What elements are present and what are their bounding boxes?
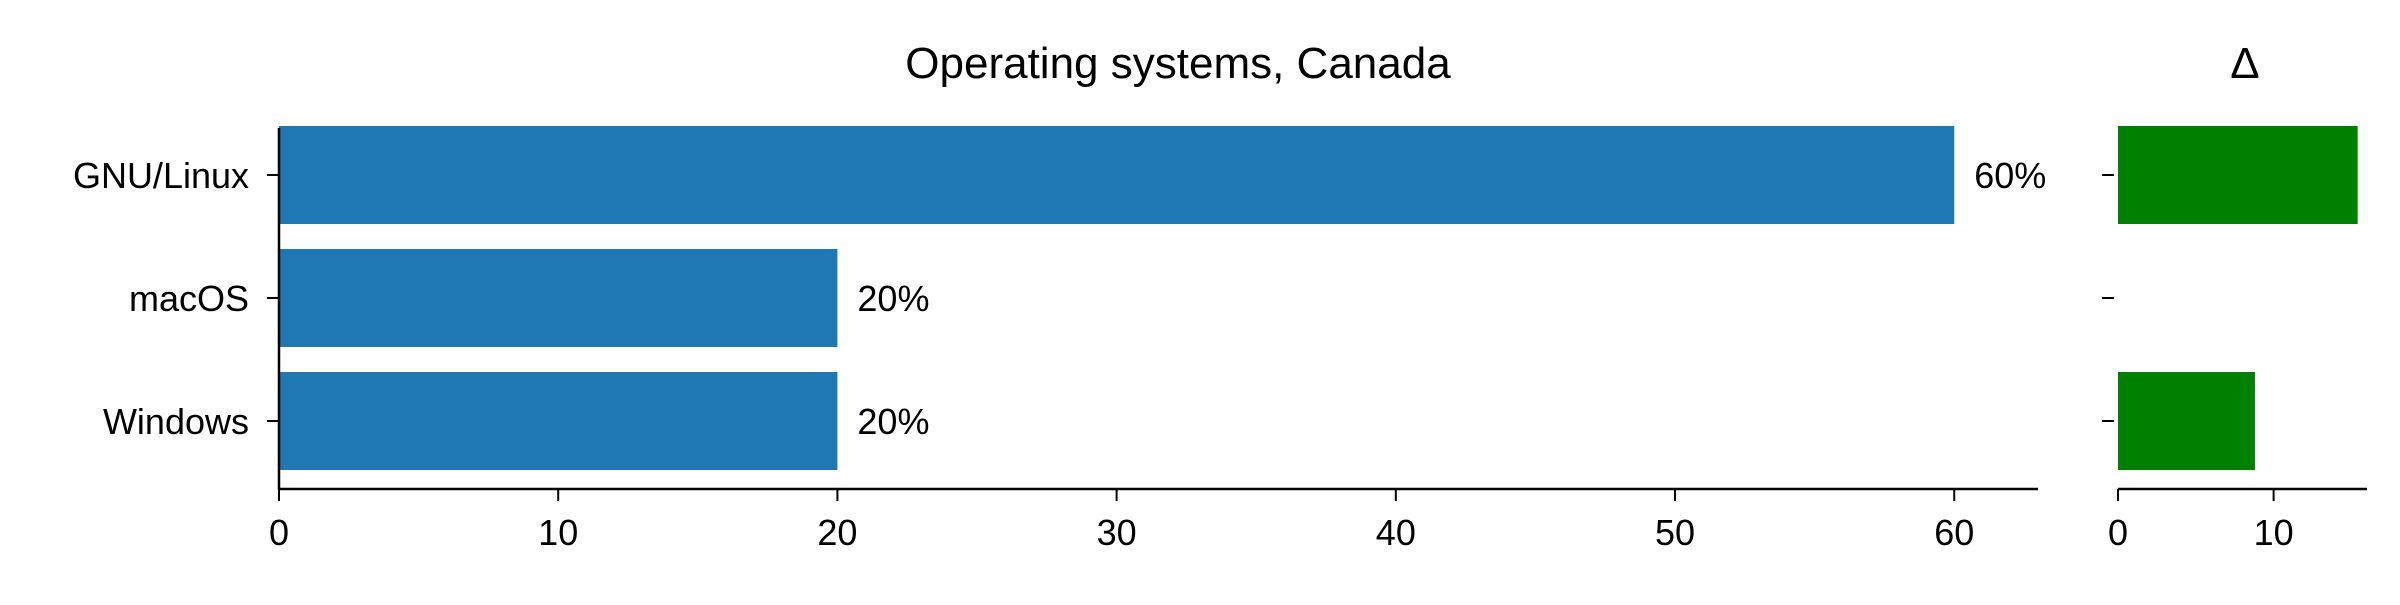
main-x-tick-label: 60 bbox=[1934, 512, 1974, 553]
delta-bar-windows bbox=[2118, 372, 2255, 470]
main-bar-gnu-linux bbox=[279, 126, 1955, 224]
main-chart-title: Operating systems, Canada bbox=[905, 39, 1451, 88]
main-plot-area: 60% GNU/Linux 20% macOS 20% Windows 0 10 20 30 40 5… bbox=[73, 126, 2046, 553]
main-y-tick-label: GNU/Linux bbox=[73, 155, 249, 196]
main-x-tick-label: 40 bbox=[1376, 512, 1416, 553]
delta-plot-area: 0 10 bbox=[2102, 126, 2367, 553]
main-bar-data-label: 20% bbox=[857, 278, 929, 319]
delta-x-tick-label: 10 bbox=[2254, 512, 2294, 553]
delta-chart-title: Δ bbox=[2230, 39, 2259, 88]
main-bar-data-label: 60% bbox=[1974, 155, 2046, 196]
main-bar-data-label: 20% bbox=[857, 401, 929, 442]
main-x-tick-label: 0 bbox=[269, 512, 289, 553]
main-x-tick-label: 20 bbox=[817, 512, 857, 553]
main-bar-windows bbox=[279, 372, 838, 470]
main-bar-macos bbox=[279, 249, 838, 347]
main-x-tick-label: 30 bbox=[1097, 512, 1137, 553]
main-y-tick-label: macOS bbox=[129, 278, 249, 319]
delta-x-tick-label: 0 bbox=[2108, 512, 2128, 553]
main-x-tick-label: 10 bbox=[538, 512, 578, 553]
main-y-tick-label: Windows bbox=[103, 401, 249, 442]
main-x-tick-label: 50 bbox=[1655, 512, 1695, 553]
delta-bar-gnu-linux bbox=[2118, 126, 2358, 224]
